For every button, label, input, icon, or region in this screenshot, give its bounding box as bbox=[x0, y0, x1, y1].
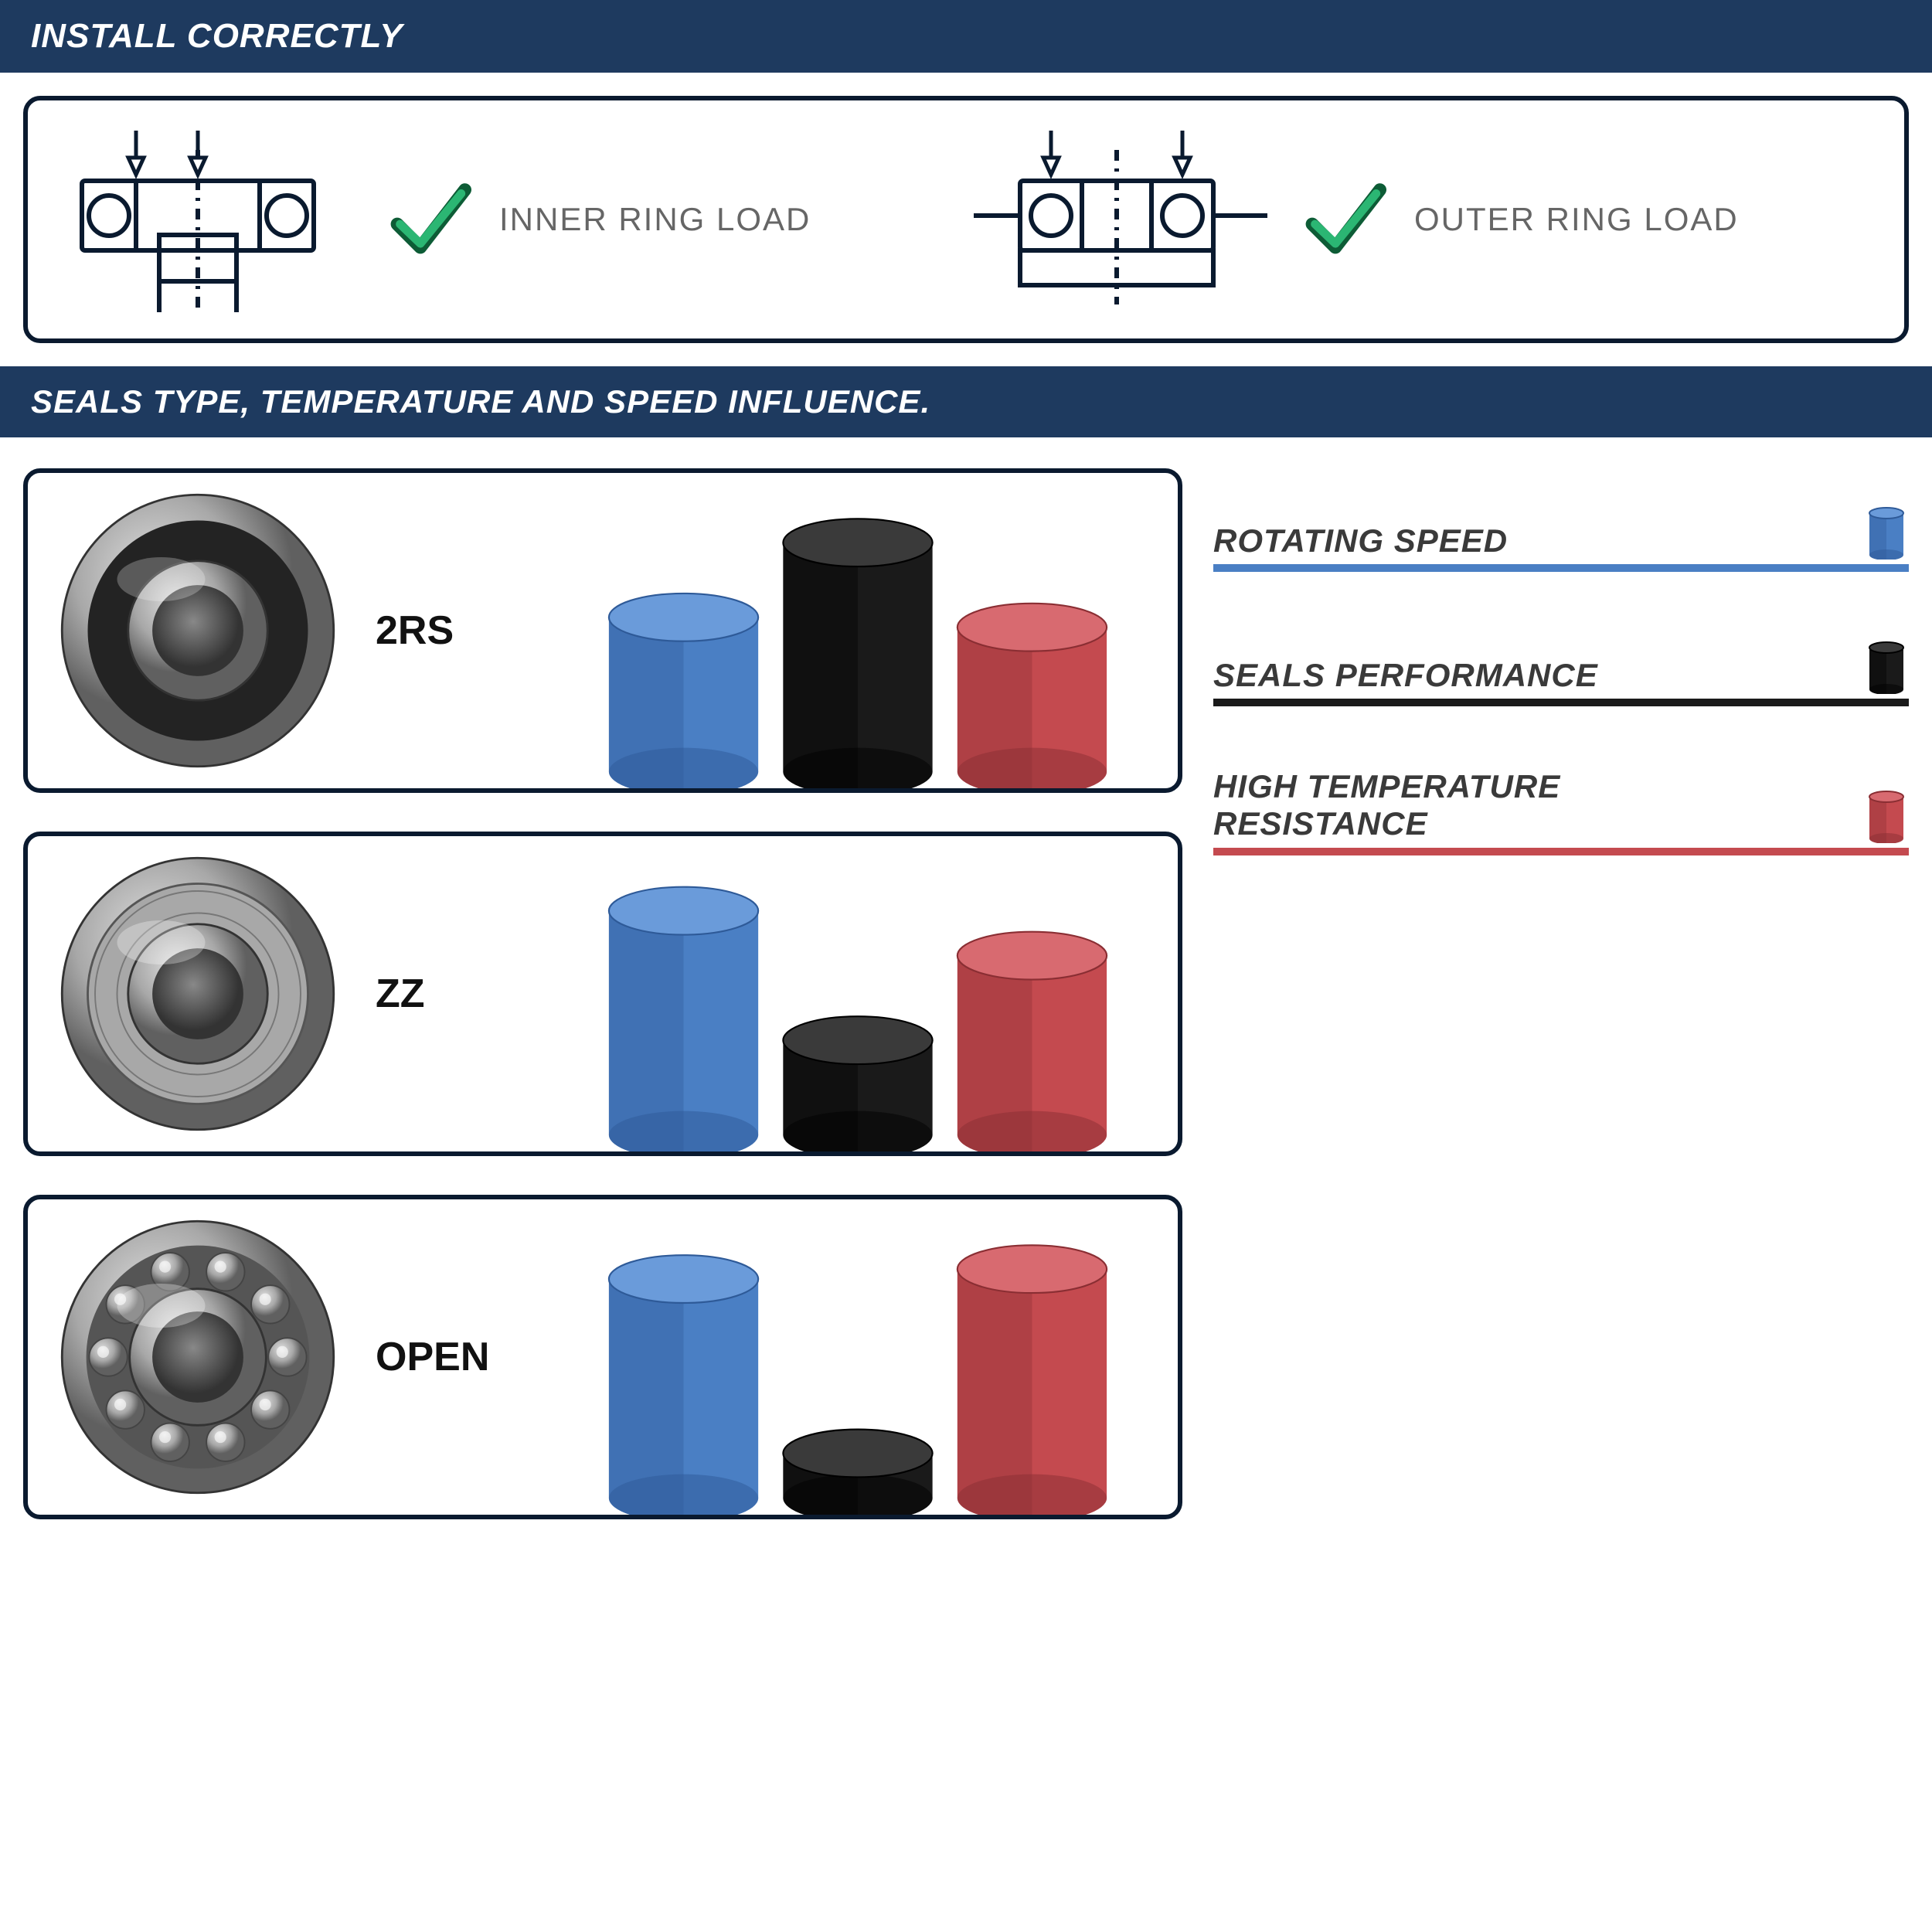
cards-column: 2RS bbox=[23, 468, 1182, 1519]
legend-swatch-icon bbox=[1864, 634, 1909, 694]
install-left: INNER RING LOAD bbox=[51, 119, 966, 320]
legend-column: ROTATING SPEED SEALS PERFORMANCE HIGH TE… bbox=[1213, 468, 1909, 1519]
legend-blue: ROTATING SPEED bbox=[1213, 499, 1909, 572]
bearing-shield-icon bbox=[51, 847, 345, 1141]
install-box: INNER RING LOAD OUTER RING LOAD bbox=[23, 96, 1909, 343]
check-icon bbox=[1298, 173, 1391, 266]
legend-underline bbox=[1213, 848, 1909, 855]
check-icon bbox=[383, 173, 476, 266]
legend-underline bbox=[1213, 699, 1909, 706]
header-seals: SEALS TYPE, TEMPERATURE AND SPEED INFLUE… bbox=[0, 366, 1932, 437]
outer-ring-label: OUTER RING LOAD bbox=[1414, 201, 1739, 238]
card-label: ZZ bbox=[376, 971, 530, 1017]
bar-chart bbox=[561, 473, 1155, 788]
legend-text: ROTATING SPEED bbox=[1213, 522, 1508, 560]
header-install: INSTALL CORRECTLY bbox=[0, 0, 1932, 73]
card-zz: ZZ bbox=[23, 832, 1182, 1156]
legend-black: SEALS PERFORMANCE bbox=[1213, 634, 1909, 706]
inner-ring-label: INNER RING LOAD bbox=[499, 201, 811, 238]
bar-chart bbox=[561, 836, 1155, 1151]
inner-ring-diagram bbox=[51, 119, 360, 320]
bars-wrap bbox=[561, 473, 1155, 788]
legend-red: HIGH TEMPERATURERESISTANCE bbox=[1213, 768, 1909, 855]
bars-wrap bbox=[561, 836, 1155, 1151]
legend-underline bbox=[1213, 564, 1909, 572]
bars-wrap bbox=[561, 1199, 1155, 1515]
legend-text: HIGH TEMPERATURERESISTANCE bbox=[1213, 768, 1560, 843]
outer-ring-diagram bbox=[966, 119, 1275, 320]
card-2rs: 2RS bbox=[23, 468, 1182, 793]
bearing-open-icon bbox=[51, 1210, 345, 1504]
card-label: OPEN bbox=[376, 1334, 530, 1380]
card-open: OPEN bbox=[23, 1195, 1182, 1519]
bearing-rubber-icon bbox=[51, 484, 345, 777]
bar-chart bbox=[561, 1199, 1155, 1515]
legend-text: SEALS PERFORMANCE bbox=[1213, 657, 1598, 694]
legend-swatch-icon bbox=[1864, 499, 1909, 560]
legend-swatch-icon bbox=[1864, 783, 1909, 843]
card-label: 2RS bbox=[376, 607, 530, 654]
install-right: OUTER RING LOAD bbox=[966, 119, 1881, 320]
